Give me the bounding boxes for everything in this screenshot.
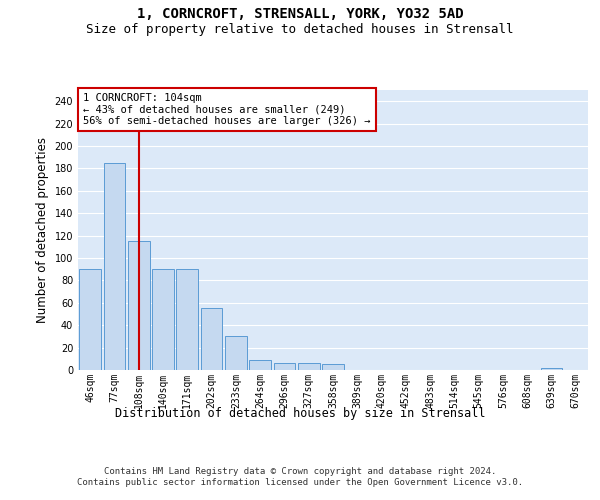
Bar bbox=[298, 364, 320, 370]
Bar bbox=[152, 269, 174, 370]
Bar bbox=[128, 241, 149, 370]
Text: 1, CORNCROFT, STRENSALL, YORK, YO32 5AD: 1, CORNCROFT, STRENSALL, YORK, YO32 5AD bbox=[137, 8, 463, 22]
Bar bbox=[104, 163, 125, 370]
Bar bbox=[541, 368, 562, 370]
Y-axis label: Number of detached properties: Number of detached properties bbox=[36, 137, 49, 323]
Text: Distribution of detached houses by size in Strensall: Distribution of detached houses by size … bbox=[115, 408, 485, 420]
Bar bbox=[176, 269, 198, 370]
Text: Contains HM Land Registry data © Crown copyright and database right 2024.
Contai: Contains HM Land Registry data © Crown c… bbox=[77, 468, 523, 487]
Bar bbox=[274, 364, 295, 370]
Bar bbox=[322, 364, 344, 370]
Text: Size of property relative to detached houses in Strensall: Size of property relative to detached ho… bbox=[86, 22, 514, 36]
Bar bbox=[225, 336, 247, 370]
Bar bbox=[249, 360, 271, 370]
Bar bbox=[79, 269, 101, 370]
Text: 1 CORNCROFT: 104sqm
← 43% of detached houses are smaller (249)
56% of semi-detac: 1 CORNCROFT: 104sqm ← 43% of detached ho… bbox=[83, 93, 371, 126]
Bar bbox=[200, 308, 223, 370]
